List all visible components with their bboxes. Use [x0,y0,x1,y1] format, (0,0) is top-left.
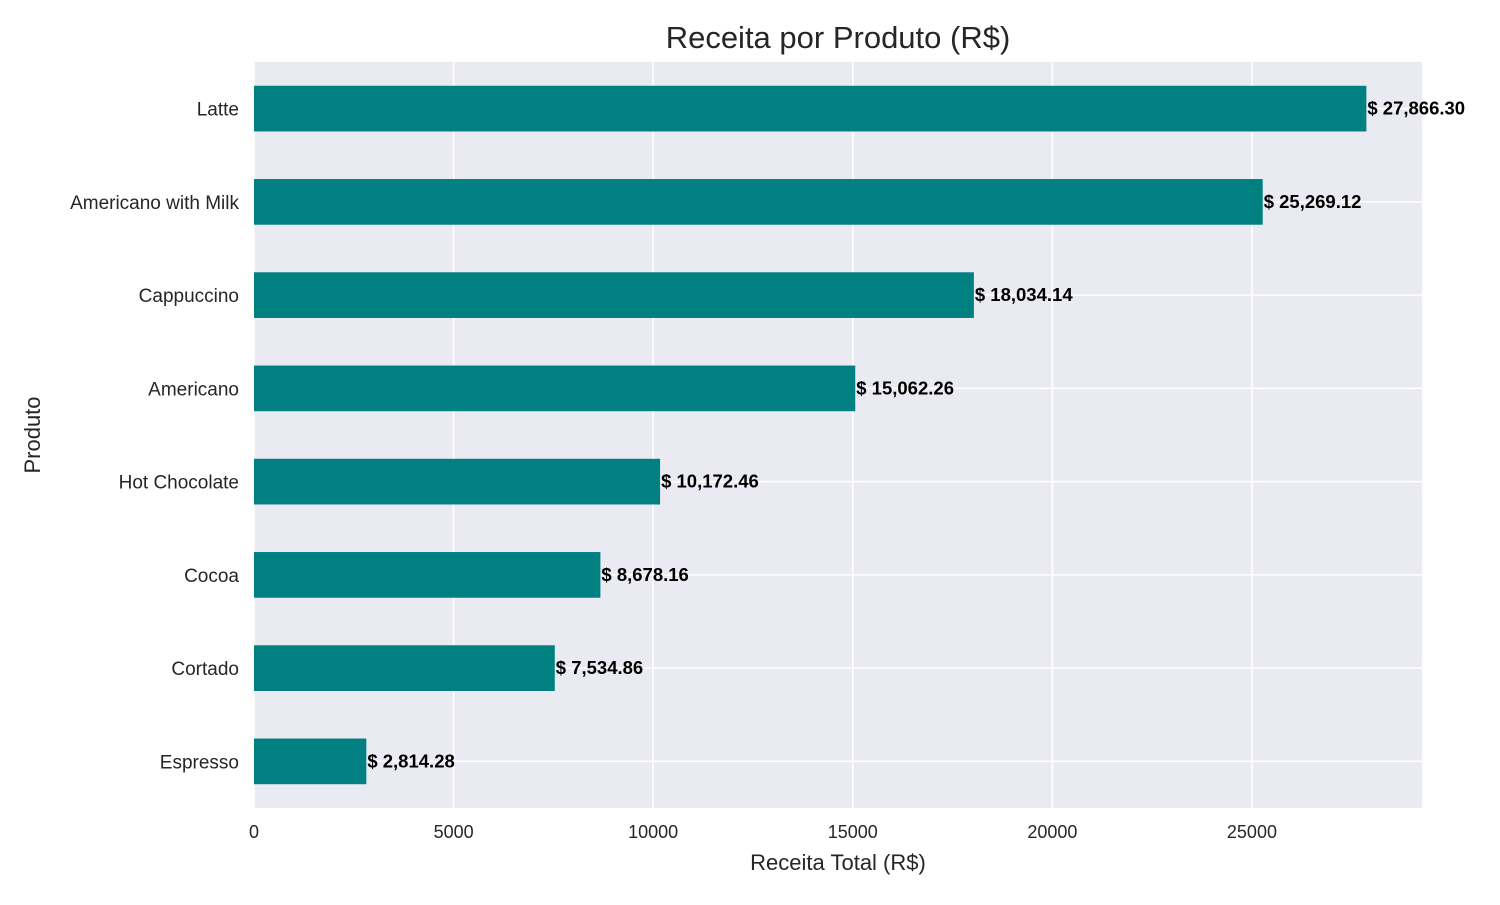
bar-value-label: $ 15,062.26 [856,377,954,398]
bar-value-label: $ 25,269.12 [1264,191,1362,212]
y-category-label: Cappuccino [139,286,239,307]
x-tick-labels: 0 5000 10000 15000 20000 25000 [249,822,1277,842]
data-labels: $ 27,866.30 $ 25,269.12 $ 18,034.14 $ 15,06… [367,98,1465,772]
y-category-label: Latte [197,100,239,121]
bar [254,738,367,785]
y-category-label: Espresso [160,752,239,773]
y-category-label: Americano [148,379,239,400]
bar [254,645,555,691]
x-tick-label: 10000 [628,822,678,842]
bar-value-label: $ 7,534.86 [556,657,643,678]
x-tick-label: 0 [249,822,259,842]
x-axis-title: Receita Total (R$) [750,850,926,875]
x-tick-label: 20000 [1027,822,1077,842]
bar-value-label: $ 8,678.16 [601,564,688,585]
y-axis-title: Produto [20,396,45,473]
bar-value-label: $ 2,814.28 [367,750,454,771]
chart-title: Receita por Produto (R$) [666,20,1011,55]
x-tick-label: 15000 [828,822,878,842]
bar [254,179,1263,225]
bars [254,85,1367,785]
bar-value-label: $ 10,172.46 [661,471,759,492]
bar [254,552,601,598]
bar-value-label: $ 27,866.30 [1367,98,1465,119]
bar [254,85,1367,132]
bar [254,272,974,318]
category-labels: Latte Americano with Milk Cappuccino Americ… [70,100,239,774]
bar [254,458,661,505]
y-category-label: Cocoa [184,566,239,587]
plot-area [254,62,1422,808]
y-category-label: Cortado [171,659,239,680]
y-category-label: Hot Chocolate [119,473,239,494]
bar [254,365,856,412]
y-category-label: Americano with Milk [70,193,239,214]
x-tick-label: 5000 [434,822,474,842]
x-tick-label: 25000 [1227,822,1277,842]
bar-value-label: $ 18,034.14 [975,284,1073,305]
